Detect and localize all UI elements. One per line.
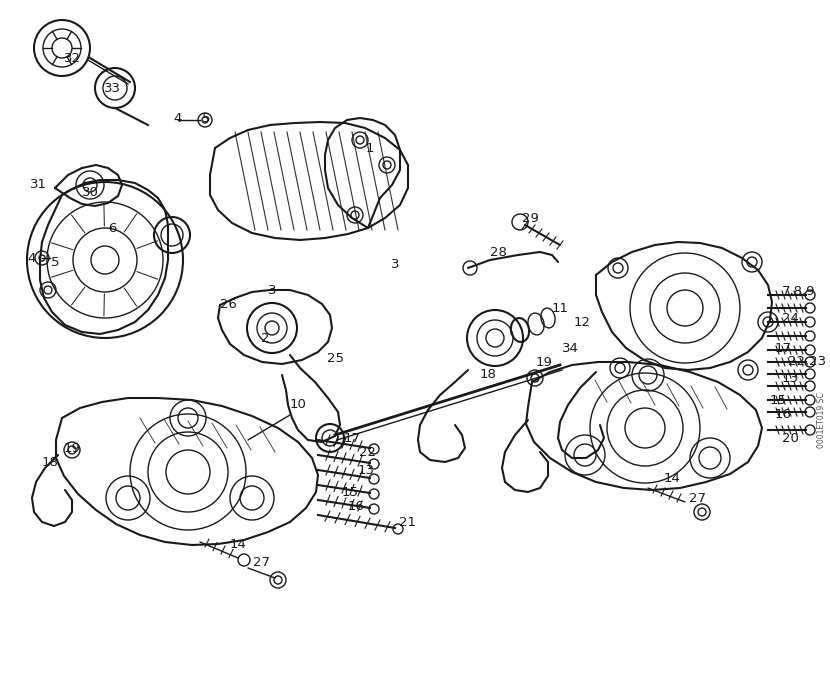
- Text: 2: 2: [261, 331, 269, 344]
- Text: 22: 22: [359, 446, 377, 458]
- Text: 33: 33: [104, 82, 120, 95]
- Text: 3: 3: [391, 259, 399, 271]
- Text: 22,23: 22,23: [788, 356, 826, 369]
- Text: 7,8,9: 7,8,9: [782, 286, 816, 298]
- Text: 4: 4: [173, 111, 183, 124]
- Text: 16: 16: [775, 408, 792, 421]
- Text: 5: 5: [202, 111, 210, 124]
- Text: 30: 30: [81, 186, 99, 198]
- Text: 12: 12: [574, 315, 590, 329]
- Text: 14: 14: [230, 539, 247, 551]
- Text: 19: 19: [64, 441, 81, 454]
- Text: 3: 3: [268, 284, 276, 296]
- Text: 24: 24: [782, 311, 798, 325]
- Text: 20: 20: [782, 431, 798, 445]
- Text: 32: 32: [64, 51, 81, 65]
- Text: 15: 15: [770, 394, 787, 406]
- Text: 17: 17: [344, 431, 360, 445]
- Text: 6: 6: [108, 221, 116, 234]
- Text: 4: 4: [28, 252, 37, 265]
- Text: 18: 18: [480, 369, 496, 381]
- Text: 11: 11: [551, 302, 569, 315]
- Text: 17: 17: [775, 342, 792, 354]
- Text: 29: 29: [521, 211, 539, 225]
- Text: 14: 14: [663, 472, 681, 485]
- Text: 21: 21: [399, 516, 417, 529]
- Text: 26: 26: [220, 298, 237, 311]
- Text: 31: 31: [30, 178, 46, 192]
- Text: 1: 1: [366, 142, 374, 155]
- Text: 15: 15: [341, 485, 359, 499]
- Text: 5: 5: [51, 256, 59, 269]
- Text: 28: 28: [490, 246, 506, 259]
- Text: 27: 27: [690, 491, 706, 504]
- Text: 0001ET019 SC: 0001ET019 SC: [818, 392, 827, 448]
- Text: 13: 13: [782, 371, 799, 385]
- Text: 34: 34: [562, 342, 579, 354]
- Text: 18: 18: [42, 456, 58, 468]
- Text: 27: 27: [253, 556, 271, 568]
- Text: 13: 13: [358, 464, 374, 477]
- Text: 10: 10: [290, 398, 306, 412]
- Text: 19: 19: [535, 356, 553, 369]
- Text: 16: 16: [348, 500, 364, 512]
- Text: 25: 25: [326, 352, 344, 364]
